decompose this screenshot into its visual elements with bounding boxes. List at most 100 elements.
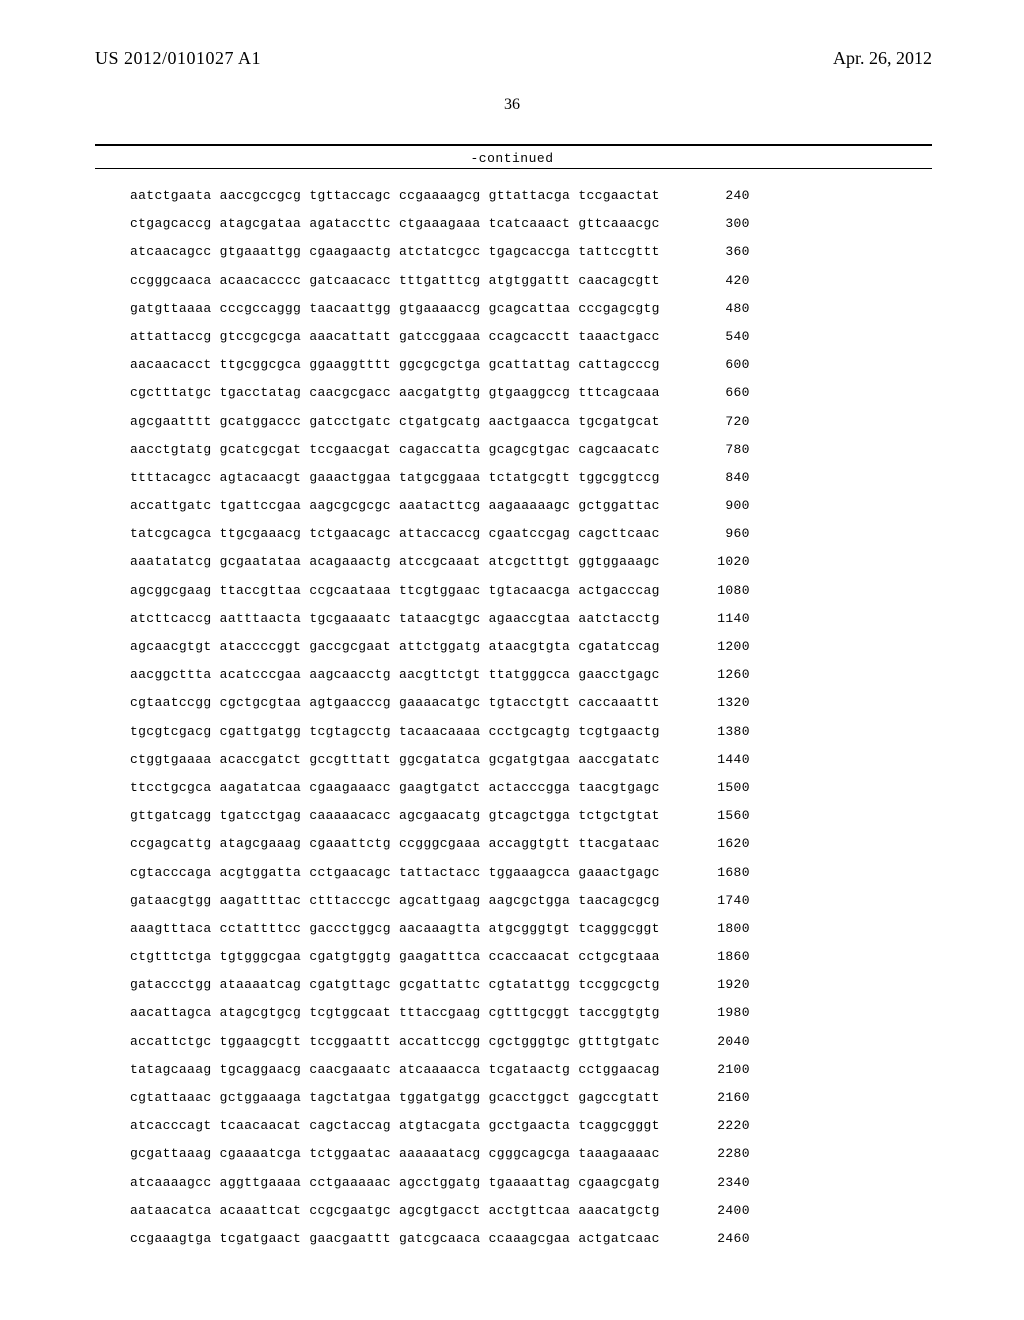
sequence-text: attattaccg gtccgcgcga aaacattatt gatccgg… [130,330,660,343]
sequence-row: gttgatcagg tgatcctgag caaaaacacc agcgaac… [130,809,750,837]
sequence-text: gcgattaaag cgaaaatcga tctggaatac aaaaaat… [130,1147,660,1160]
sequence-row: aataacatca acaaattcat ccgcgaatgc agcgtga… [130,1204,750,1232]
sequence-row: aacaacacct ttgcggcgca ggaaggtttt ggcgcgc… [130,358,750,386]
sequence-row: atcttcaccg aatttaacta tgcgaaaatc tataacg… [130,612,750,640]
sequence-position: 2220 [686,1119,750,1132]
sequence-position: 660 [686,386,750,399]
sequence-position: 1560 [686,809,750,822]
sequence-row: accattgatc tgattccgaa aagcgcgcgc aaatact… [130,499,750,527]
sequence-text: gttgatcagg tgatcctgag caaaaacacc agcgaac… [130,809,660,822]
sequence-position: 1980 [686,1006,750,1019]
sequence-position: 1320 [686,696,750,709]
sequence-row: aatctgaata aaccgccgcg tgttaccagc ccgaaaa… [130,189,750,217]
sequence-row: atcaaaagcc aggttgaaaa cctgaaaaac agcctgg… [130,1176,750,1204]
sequence-row: gataacgtgg aagattttac ctttacccgc agcattg… [130,894,750,922]
sequence-position: 420 [686,274,750,287]
sequence-position: 1440 [686,753,750,766]
sequence-position: 480 [686,302,750,315]
sequence-position: 240 [686,189,750,202]
sequence-text: gataacgtgg aagattttac ctttacccgc agcattg… [130,894,660,907]
sequence-position: 780 [686,443,750,456]
sequence-text: agcaacgtgt ataccccggt gaccgcgaat attctgg… [130,640,660,653]
sequence-row: aacattagca atagcgtgcg tcgtggcaat tttaccg… [130,1006,750,1034]
sequence-text: ccgagcattg atagcgaaag cgaaattctg ccgggcg… [130,837,660,850]
sequence-position: 1020 [686,555,750,568]
sequence-text: atcaaaagcc aggttgaaaa cctgaaaaac agcctgg… [130,1176,660,1189]
sequence-text: aatctgaata aaccgccgcg tgttaccagc ccgaaaa… [130,189,660,202]
sequence-position: 360 [686,245,750,258]
sequence-text: gatgttaaaa cccgccaggg taacaattgg gtgaaaa… [130,302,660,315]
sequence-row: gcgattaaag cgaaaatcga tctggaatac aaaaaat… [130,1147,750,1175]
sequence-text: ccgggcaaca acaacacccc gatcaacacc tttgatt… [130,274,660,287]
sequence-text: agcggcgaag ttaccgttaa ccgcaataaa ttcgtgg… [130,584,660,597]
sequence-row: tatcgcagca ttgcgaaacg tctgaacagc attacca… [130,527,750,555]
sequence-row: agcaacgtgt ataccccggt gaccgcgaat attctgg… [130,640,750,668]
sequence-row: gatgttaaaa cccgccaggg taacaattgg gtgaaaa… [130,302,750,330]
sequence-position: 2280 [686,1147,750,1160]
sequence-row: ctgagcaccg atagcgataa agataccttc ctgaaag… [130,217,750,245]
sequence-text: cgtaatccgg cgctgcgtaa agtgaacccg gaaaaca… [130,696,660,709]
sequence-position: 1200 [686,640,750,653]
rule-top [95,144,932,146]
sequence-text: atcaacagcc gtgaaattgg cgaagaactg atctatc… [130,245,660,258]
sequence-row: gataccctgg ataaaatcag cgatgttagc gcgatta… [130,978,750,1006]
sequence-position: 1080 [686,584,750,597]
sequence-row: tgcgtcgacg cgattgatgg tcgtagcctg tacaaca… [130,725,750,753]
sequence-position: 1260 [686,668,750,681]
sequence-row: ccgggcaaca acaacacccc gatcaacacc tttgatt… [130,274,750,302]
sequence-position: 720 [686,415,750,428]
sequence-row: ccgagcattg atagcgaaag cgaaattctg ccgggcg… [130,837,750,865]
sequence-position: 600 [686,358,750,371]
sequence-position: 1380 [686,725,750,738]
sequence-position: 2340 [686,1176,750,1189]
sequence-position: 2460 [686,1232,750,1245]
sequence-text: aacattagca atagcgtgcg tcgtggcaat tttaccg… [130,1006,660,1019]
sequence-row: ttttacagcc agtacaacgt gaaactggaa tatgcgg… [130,471,750,499]
sequence-position: 2160 [686,1091,750,1104]
sequence-text: agcgaatttt gcatggaccc gatcctgatc ctgatgc… [130,415,660,428]
sequence-row: tatagcaaag tgcaggaacg caacgaaatc atcaaaa… [130,1063,750,1091]
sequence-row: cgtattaaac gctggaaaga tagctatgaa tggatga… [130,1091,750,1119]
publication-number: US 2012/0101027 A1 [95,48,261,69]
sequence-text: tatagcaaag tgcaggaacg caacgaaatc atcaaaa… [130,1063,660,1076]
sequence-text: gataccctgg ataaaatcag cgatgttagc gcgatta… [130,978,660,991]
page-number: 36 [0,96,1024,114]
sequence-text: cgtattaaac gctggaaaga tagctatgaa tggatga… [130,1091,660,1104]
sequence-row: cgctttatgc tgacctatag caacgcgacc aacgatg… [130,386,750,414]
sequence-position: 1680 [686,866,750,879]
sequence-position: 960 [686,527,750,540]
sequence-row: aacctgtatg gcatcgcgat tccgaacgat cagacca… [130,443,750,471]
sequence-row: aacggcttta acatcccgaa aagcaacctg aacgttc… [130,668,750,696]
sequence-row: attattaccg gtccgcgcga aaacattatt gatccgg… [130,330,750,358]
sequence-position: 540 [686,330,750,343]
publication-date: Apr. 26, 2012 [833,48,932,69]
sequence-row: ctgtttctga tgtgggcgaa cgatgtggtg gaagatt… [130,950,750,978]
sequence-position: 1140 [686,612,750,625]
sequence-text: tatcgcagca ttgcgaaacg tctgaacagc attacca… [130,527,660,540]
sequence-text: ctgtttctga tgtgggcgaa cgatgtggtg gaagatt… [130,950,660,963]
sequence-text: accattctgc tggaagcgtt tccggaattt accattc… [130,1035,660,1048]
sequence-text: atcacccagt tcaacaacat cagctaccag atgtacg… [130,1119,660,1132]
sequence-position: 1500 [686,781,750,794]
sequence-text: aacctgtatg gcatcgcgat tccgaacgat cagacca… [130,443,660,456]
sequence-row: agcggcgaag ttaccgttaa ccgcaataaa ttcgtgg… [130,584,750,612]
sequence-text: atcttcaccg aatttaacta tgcgaaaatc tataacg… [130,612,660,625]
sequence-row: aaatatatcg gcgaatataa acagaaactg atccgca… [130,555,750,583]
page: US 2012/0101027 A1 Apr. 26, 2012 36 -con… [0,0,1024,1320]
sequence-text: aataacatca acaaattcat ccgcgaatgc agcgtga… [130,1204,660,1217]
sequence-text: tgcgtcgacg cgattgatgg tcgtagcctg tacaaca… [130,725,660,738]
sequence-position: 1860 [686,950,750,963]
sequence-position: 1620 [686,837,750,850]
rule-bottom [95,168,932,169]
sequence-position: 1740 [686,894,750,907]
sequence-listing: aatctgaata aaccgccgcg tgttaccagc ccgaaaa… [130,189,750,1260]
sequence-row: atcacccagt tcaacaacat cagctaccag atgtacg… [130,1119,750,1147]
sequence-position: 2100 [686,1063,750,1076]
sequence-text: aaagtttaca cctattttcc gaccctggcg aacaaag… [130,922,660,935]
sequence-text: ttcctgcgca aagatatcaa cgaagaaacc gaagtga… [130,781,660,794]
sequence-text: ctgagcaccg atagcgataa agataccttc ctgaaag… [130,217,660,230]
sequence-text: cgctttatgc tgacctatag caacgcgacc aacgatg… [130,386,660,399]
sequence-position: 900 [686,499,750,512]
sequence-row: agcgaatttt gcatggaccc gatcctgatc ctgatgc… [130,415,750,443]
continued-label: -continued [0,151,1024,166]
